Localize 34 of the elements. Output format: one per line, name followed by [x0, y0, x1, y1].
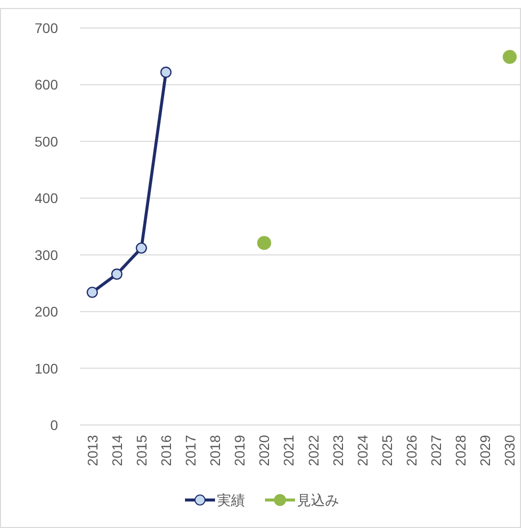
y-tick-label: 500: [34, 133, 58, 150]
y-tick-label: 200: [34, 304, 58, 320]
legend-label: 実績: [217, 492, 245, 508]
x-tick-label: 2018: [207, 434, 224, 466]
x-tick-label: 2014: [108, 434, 125, 466]
point: [86, 286, 98, 298]
y-tick-label: 100: [34, 360, 58, 376]
point: [502, 50, 517, 64]
y-tick-label: 600: [34, 76, 58, 93]
x-tick-label: 2022: [305, 434, 322, 466]
x-tick-label: 2017: [182, 434, 198, 466]
point: [111, 268, 122, 280]
x-tick-label: 2020: [256, 434, 272, 466]
y-tick-label: 300: [34, 246, 58, 263]
x-tick-label: 2021: [280, 434, 297, 466]
point: [257, 236, 272, 250]
point: [136, 242, 147, 254]
x-tick-label: 2026: [404, 434, 420, 466]
x-tick-label: 2019: [232, 434, 248, 466]
x-tick-label: 2023: [330, 434, 346, 466]
x-tick-label: 2024: [354, 434, 370, 466]
x-tick-label: 2025: [378, 434, 395, 466]
point: [160, 66, 172, 78]
x-tick-label: 2029: [477, 434, 494, 466]
legend-label: 見込み: [297, 492, 339, 508]
x-tick-label: 2030: [502, 434, 518, 466]
y-tick-label: 0: [50, 417, 58, 433]
y-tick-label: 400: [34, 190, 58, 206]
x-tick-label: 2028: [452, 434, 469, 466]
x-tick-label: 2027: [428, 434, 444, 466]
x-tick-label: 2016: [158, 434, 174, 466]
x-tick-label: 2015: [133, 434, 150, 466]
y-tick-label: 700: [34, 20, 58, 36]
x-tick-label: 2013: [84, 434, 100, 466]
